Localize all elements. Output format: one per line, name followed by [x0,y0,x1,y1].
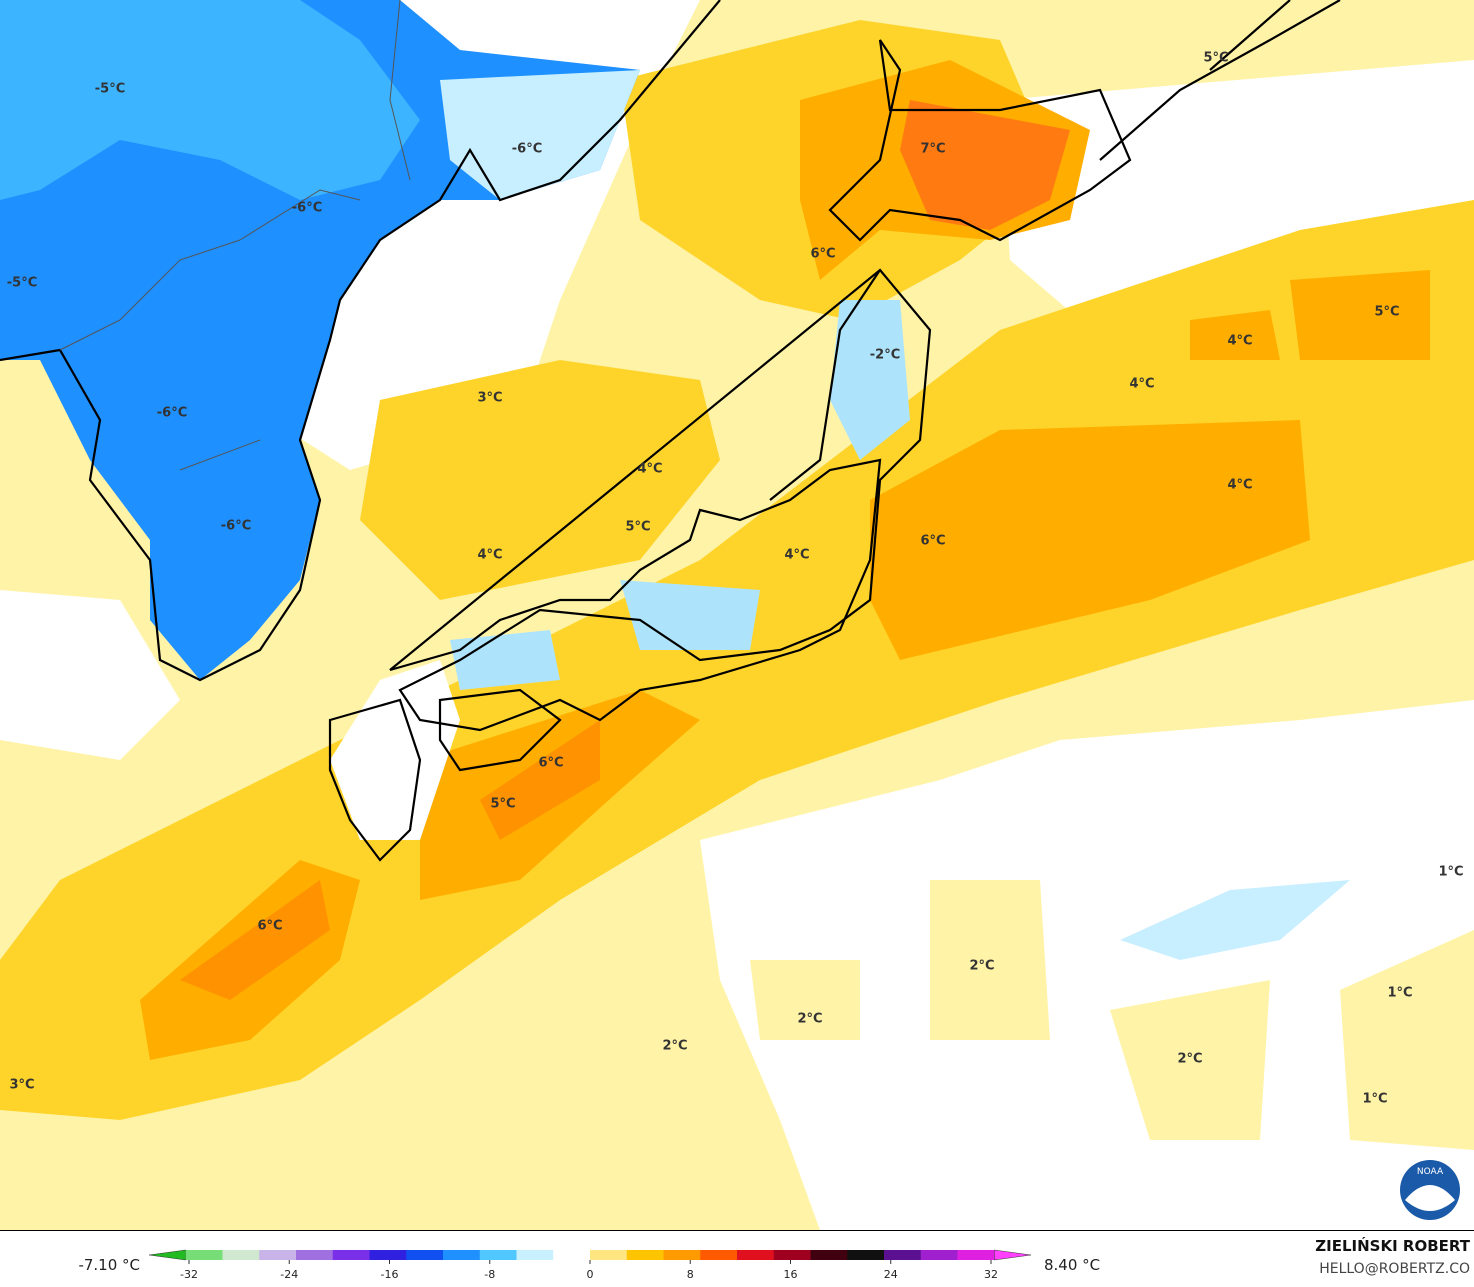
temperature-label: -2°C [870,348,900,363]
temperature-label: 7°C [920,142,945,157]
temperature-label: 1°C [1362,1092,1387,1107]
colorbar-segment [626,1250,664,1260]
coastline [1099,0,1341,161]
max-label: 8.40 °C [1044,1256,1100,1274]
white-land [330,660,460,840]
temperature-label: 2°C [662,1039,687,1054]
temperature-label: 5°C [1374,305,1399,320]
pale-blue-area [450,300,910,690]
pale-blue-area [440,70,640,200]
temperature-label: 1°C [1438,865,1463,880]
colorbar-tick-label: -8 [484,1268,495,1281]
temperature-label: 6°C [538,756,563,771]
temperature-map: -5°C -6°C -6°C -5°C -6°C -6°C 7°C 6°C -2°C 5°C 5°C… [0,0,1474,1230]
temperature-label: 4°C [1129,377,1154,392]
coastline [828,39,1132,242]
colorbar-segment [516,1250,554,1260]
colorbar-segment [332,1250,370,1260]
colorbar-segment [553,1250,591,1260]
temperature-label: 6°C [810,247,835,262]
colorbar-tick-label: 24 [884,1268,898,1281]
temperature-label: 2°C [797,1012,822,1027]
temperature-label: -6°C [292,201,322,216]
colorbar-segment [884,1250,922,1260]
colorbar-segment [590,1250,628,1260]
colorbar-segment [185,1250,223,1260]
pale-blue-area [1120,880,1350,960]
deep-orange-area [900,100,1070,230]
temperature-label: -6°C [221,519,251,534]
colorbar-segment [773,1250,811,1260]
temperature-label: 5°C [625,520,650,535]
colorbar-arrow [994,1249,1032,1261]
temperature-label: 3°C [9,1078,34,1093]
colorbar-tick-label: -32 [180,1268,198,1281]
colorbar-tick-label: 32 [984,1268,998,1281]
coastline [0,0,721,682]
colorbar-tick-label: 0 [587,1268,594,1281]
logo-wave [1405,1185,1455,1211]
colorbar-segment [479,1250,517,1260]
colorbar-segment [663,1250,701,1260]
colorbar-segment [737,1250,775,1260]
colorbar-arrow [148,1249,186,1261]
temperature-label: 4°C [1227,334,1252,349]
yellow-band [360,360,720,600]
author: ZIELIŃSKI ROBERT [1315,1236,1470,1255]
temperature-label: -6°C [512,142,542,157]
temperature-label: -5°C [95,82,125,97]
temperature-label: 4°C [1227,478,1252,493]
temperature-label: 5°C [490,797,515,812]
temperature-label: 6°C [920,534,945,549]
colorbar-tick-label: -24 [280,1268,298,1281]
deep-orange-area [180,720,600,1000]
colorbar-segment [369,1250,407,1260]
temperature-label: 5°C [1203,51,1228,66]
colorbar-segment [920,1250,958,1260]
temperature-label: 3°C [477,391,502,406]
temperature-label: -6°C [157,406,187,421]
colorbar-segment [700,1250,738,1260]
contact: HELLO@ROBERTZ.CO [1319,1261,1470,1277]
temperature-label: 2°C [969,959,994,974]
pale-yellow-patch [750,880,1474,1150]
coastline [438,688,562,772]
colorbar-segment [443,1250,481,1260]
orange-area [1190,270,1430,360]
temperature-label: -5°C [7,276,37,291]
temperature-label: 4°C [637,462,662,477]
white-sea [0,590,180,760]
colorbar-segment [957,1250,995,1260]
coastline [389,268,932,732]
min-label: -7.10 °C [78,1256,140,1274]
colorbar-segment [259,1250,297,1260]
logo-text: NOAA [1417,1167,1444,1177]
temperature-label: 4°C [477,548,502,563]
temperature-label: 2°C [1177,1052,1202,1067]
noaa-logo: NOAA [1400,1160,1460,1220]
temperature-label: 6°C [257,919,282,934]
colorbar-segment [810,1250,848,1260]
colorbar-segment [847,1250,885,1260]
colorbar-tick-label: -16 [381,1268,399,1281]
temperature-label: 4°C [784,548,809,563]
light-blue-area [0,0,420,200]
colorbar-segment [296,1250,334,1260]
orange-area [870,420,1310,660]
coastline [328,698,422,862]
colorbar-segment [406,1250,444,1260]
white-sea [700,700,1474,1230]
temperature-label: 1°C [1387,986,1412,1001]
colorbar-tick-label: 8 [687,1268,694,1281]
colorbar-segment [222,1250,260,1260]
border [59,0,411,471]
colorbar-tick-label: 16 [784,1268,798,1281]
